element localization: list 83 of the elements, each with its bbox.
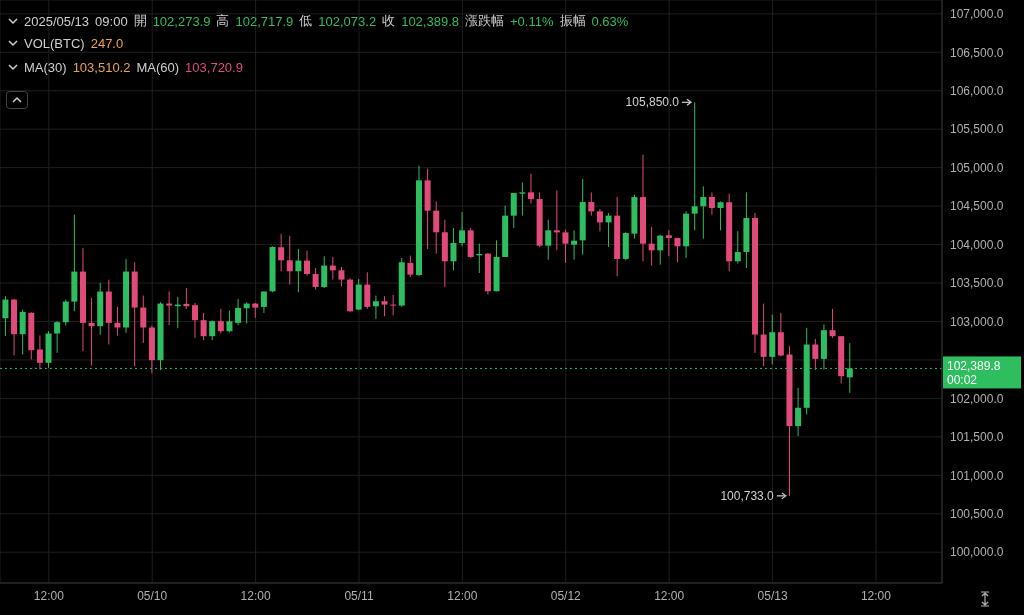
candlestick bbox=[226, 310, 233, 333]
y-tick-label: 101,500.0 bbox=[950, 430, 1004, 445]
candlestick bbox=[519, 181, 526, 217]
candlestick bbox=[19, 309, 26, 355]
candlestick bbox=[278, 233, 285, 272]
candlestick bbox=[760, 303, 767, 367]
y-tick-label: 103,000.0 bbox=[950, 314, 1004, 329]
x-tick-label: 05/13 bbox=[757, 588, 788, 603]
candlestick bbox=[88, 297, 95, 366]
candlestick bbox=[364, 271, 371, 310]
candlestick bbox=[433, 200, 440, 255]
x-tick-label: 12:00 bbox=[447, 588, 478, 603]
candlestick bbox=[717, 200, 724, 231]
candlestick bbox=[510, 192, 517, 229]
candlestick bbox=[571, 229, 578, 261]
candlestick bbox=[407, 255, 414, 278]
candlestick bbox=[381, 295, 388, 317]
annotation: 105,850.0 bbox=[625, 95, 680, 110]
candlestick bbox=[588, 191, 595, 217]
candlestick bbox=[372, 295, 379, 320]
candlestick bbox=[734, 230, 741, 265]
y-tick-label: 100,500.0 bbox=[950, 507, 1004, 522]
candlestick bbox=[812, 338, 819, 371]
candlestick bbox=[312, 267, 319, 291]
candlestick bbox=[390, 294, 397, 316]
candlestick bbox=[36, 334, 43, 370]
y-tick-label: 101,000.0 bbox=[950, 468, 1004, 483]
candlestick bbox=[596, 208, 603, 232]
candlestick bbox=[450, 227, 457, 271]
candlestick bbox=[54, 320, 61, 354]
candlestick bbox=[286, 235, 293, 286]
candlestick bbox=[528, 173, 534, 205]
candlestick bbox=[829, 308, 836, 339]
candlestick bbox=[795, 387, 802, 437]
candlestick bbox=[191, 302, 198, 339]
y-tick-label: 105,500.0 bbox=[950, 122, 1004, 137]
x-tick-label: 05/11 bbox=[344, 588, 374, 603]
candlestick bbox=[700, 185, 707, 240]
x-tick-label: 12:00 bbox=[33, 588, 65, 603]
y-tick-label: 104,500.0 bbox=[950, 199, 1004, 214]
candlestick bbox=[691, 101, 698, 231]
candlestick bbox=[459, 211, 466, 247]
x-tick-label: 05/12 bbox=[550, 588, 582, 603]
candlestick bbox=[140, 295, 147, 344]
candlestick bbox=[200, 312, 207, 341]
y-tick-label: 105,000.0 bbox=[950, 160, 1004, 175]
candlestick bbox=[338, 266, 345, 287]
candlestick bbox=[62, 299, 69, 326]
candlestick bbox=[665, 229, 672, 257]
candlestick bbox=[605, 212, 612, 248]
y-tick-label: 100,000.0 bbox=[950, 545, 1004, 560]
candlestick bbox=[674, 237, 681, 263]
candlestick bbox=[708, 191, 715, 216]
annotation: 100,733.0 bbox=[720, 488, 775, 503]
ref-line-label: 102,389.8 00:02 bbox=[947, 359, 1001, 388]
candlestick bbox=[217, 308, 224, 334]
x-tick-label: 12:00 bbox=[654, 588, 685, 603]
x-tick-label: 05/10 bbox=[137, 588, 168, 603]
candlestick bbox=[303, 250, 310, 277]
candlestick bbox=[295, 248, 302, 293]
y-tick-label: 106,000.0 bbox=[950, 84, 1004, 99]
candlestick bbox=[166, 290, 173, 326]
candlestick bbox=[260, 290, 267, 314]
candlestick bbox=[777, 312, 784, 357]
candlestick bbox=[562, 229, 569, 264]
x-tick-label: 12:00 bbox=[240, 588, 271, 603]
candlestick bbox=[235, 298, 242, 326]
y-tick-label: 104,000.0 bbox=[950, 237, 1004, 252]
candlestick bbox=[657, 234, 664, 266]
candlestick bbox=[209, 320, 216, 341]
candlestick bbox=[2, 295, 9, 337]
candlestick bbox=[553, 189, 560, 251]
annotation: MA(30) 103,510.2 MA(60) 103,720.9 bbox=[24, 60, 243, 75]
candlestick bbox=[321, 255, 328, 289]
candlestick bbox=[648, 226, 655, 267]
y-tick-label: 107,000.0 bbox=[950, 7, 1004, 22]
chart-title: 2025/05/13 09:00 開 102,273.9 高 102,717.9 低 102,073.2 收 102,389.8 漲跌幅 +0.11% 振幅 0.63% bbox=[24, 13, 629, 29]
candlestick bbox=[545, 219, 552, 261]
y-tick-label: 102,000.0 bbox=[950, 391, 1004, 406]
text: VOL(BTC) 247.0 bbox=[24, 36, 124, 51]
x-tick-label: 12:00 bbox=[860, 588, 892, 603]
y-tick-label: 103,500.0 bbox=[950, 276, 1004, 291]
y-tick-label: 106,500.0 bbox=[950, 45, 1004, 60]
